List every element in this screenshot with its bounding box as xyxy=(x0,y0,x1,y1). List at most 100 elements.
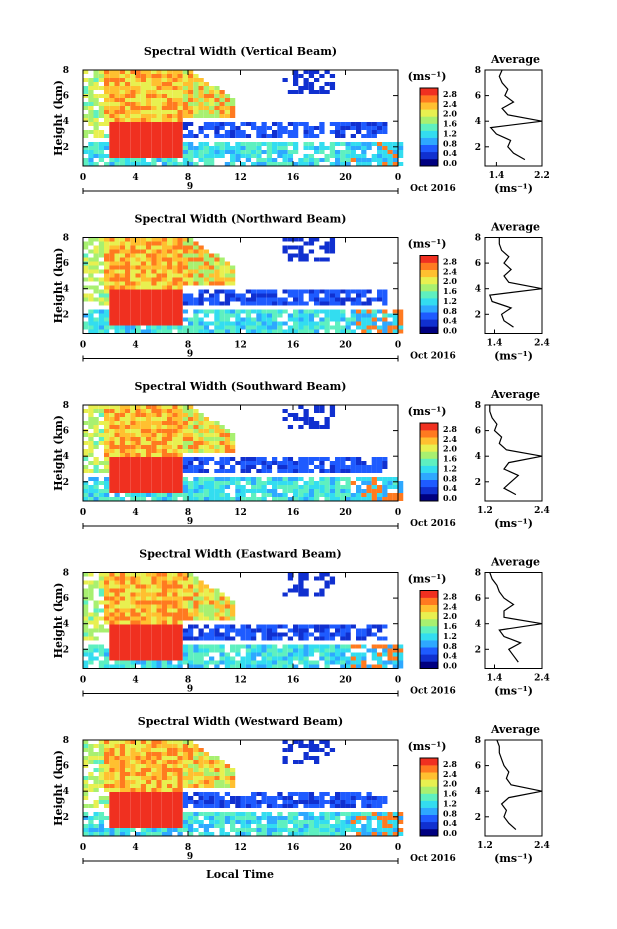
heatmap-cell xyxy=(324,820,330,824)
heatmap-cell xyxy=(83,70,89,74)
heatmap-cell xyxy=(371,297,377,302)
heatmap-cell xyxy=(151,752,157,756)
heatmap-cell xyxy=(125,584,131,589)
heatmap-cell xyxy=(135,604,141,609)
heatmap-cell xyxy=(146,281,152,286)
heatmap-cell xyxy=(366,134,372,138)
heatmap-cell xyxy=(345,485,351,489)
heatmap-cell xyxy=(156,305,162,310)
heatmap-cell xyxy=(114,740,120,744)
heatmap-cell xyxy=(219,309,225,314)
heatmap-cell xyxy=(256,824,262,828)
heatmap-cell xyxy=(293,812,299,816)
heatmap-cell xyxy=(319,289,325,294)
heatmap-cell xyxy=(172,588,178,593)
heatmap-cell xyxy=(230,481,236,485)
heatmap-cell xyxy=(298,744,304,748)
average-frame xyxy=(484,739,543,837)
heatmap-cell xyxy=(140,106,147,110)
heatmap-cell xyxy=(209,604,215,609)
heatmap-cell xyxy=(214,122,220,126)
heatmap-cell xyxy=(172,457,178,461)
heatmap-cell xyxy=(156,150,162,154)
heatmap-cell xyxy=(83,652,89,657)
heatmap-cell xyxy=(83,804,89,808)
heatmap-cell xyxy=(366,309,372,314)
heatmap-cell xyxy=(135,796,141,800)
heatmap-cell xyxy=(324,70,330,74)
heatmap-cell xyxy=(224,449,231,453)
heatmap-cell xyxy=(104,321,110,326)
colorbar-frame xyxy=(419,422,439,502)
heatmap-cell xyxy=(114,612,120,617)
heatmap-cell xyxy=(172,640,178,645)
heatmap-cell xyxy=(130,816,136,820)
heatmap-cell xyxy=(83,628,89,633)
heatmap-cell xyxy=(335,329,341,334)
heatmap-cell xyxy=(314,313,320,318)
heatmap-cell xyxy=(214,648,220,653)
heatmap-cell xyxy=(146,289,152,294)
heatmap-cell xyxy=(172,293,178,298)
heatmap-cell xyxy=(324,146,330,150)
heatmap-cell xyxy=(366,832,372,836)
heatmap-cell xyxy=(377,150,383,154)
heatmap-cell xyxy=(272,628,278,633)
heatmap-cell xyxy=(335,796,341,800)
heatmap-cell xyxy=(387,824,393,828)
heatmap-cell xyxy=(198,780,204,784)
colorbar-tick-label: 0.0 xyxy=(443,828,457,838)
heatmap-cell xyxy=(308,489,315,493)
heatmap-cell xyxy=(161,481,168,485)
heatmap-cell xyxy=(209,780,215,784)
colorbar-swatch xyxy=(420,95,438,103)
heatmap-cell xyxy=(198,477,204,481)
heatmap-cell xyxy=(177,417,183,421)
heatmap-cell xyxy=(256,321,262,326)
heatmap-cell xyxy=(135,608,141,613)
heatmap-cell xyxy=(135,162,141,166)
heatmap-cell xyxy=(167,584,173,589)
heatmap-cell xyxy=(151,800,157,804)
heatmap-cell xyxy=(219,481,225,485)
heatmap-cell xyxy=(209,321,215,326)
heatmap-cell xyxy=(156,636,162,641)
heatmap-cell xyxy=(125,285,131,290)
heatmap-cell xyxy=(256,150,262,154)
heatmap-cell xyxy=(146,632,152,637)
heatmap-cell xyxy=(161,425,168,429)
heatmap-cell xyxy=(125,313,131,318)
heatmap-cell xyxy=(319,632,325,637)
heatmap-cell xyxy=(235,150,241,154)
heatmap-cell xyxy=(345,481,351,485)
heatmap-cell xyxy=(130,772,136,776)
heatmap-cell xyxy=(230,158,236,162)
heatmap-cell xyxy=(98,824,105,828)
heatmap-cell xyxy=(161,122,168,126)
heatmap-cell xyxy=(109,273,115,278)
heatmap-cell xyxy=(161,453,168,457)
heatmap-cell xyxy=(324,832,330,836)
heatmap-cell xyxy=(156,297,162,302)
heatmap-cell xyxy=(114,648,120,653)
heatmap-cell xyxy=(93,257,99,262)
heatmap-cell xyxy=(335,824,341,828)
heatmap-cell xyxy=(219,644,225,649)
heatmap-cell xyxy=(287,122,294,126)
heatmap-cell xyxy=(329,317,336,322)
heatmap-cell xyxy=(167,265,173,270)
heatmap-cell xyxy=(235,796,241,800)
heatmap-cell xyxy=(198,485,204,489)
heatmap-cell xyxy=(167,126,173,130)
heatmap-cell xyxy=(125,317,131,322)
heatmap-cell xyxy=(146,764,152,768)
heatmap-cell xyxy=(366,469,372,473)
heatmap-cell xyxy=(203,457,210,461)
heatmap-cell xyxy=(109,489,115,493)
heatmap-cell xyxy=(203,497,210,501)
heatmap-cell xyxy=(293,648,299,653)
heatmap-cell xyxy=(198,245,204,250)
heatmap-cell xyxy=(151,162,157,166)
heatmap-cell xyxy=(340,832,346,836)
heatmap-cell xyxy=(219,660,225,665)
